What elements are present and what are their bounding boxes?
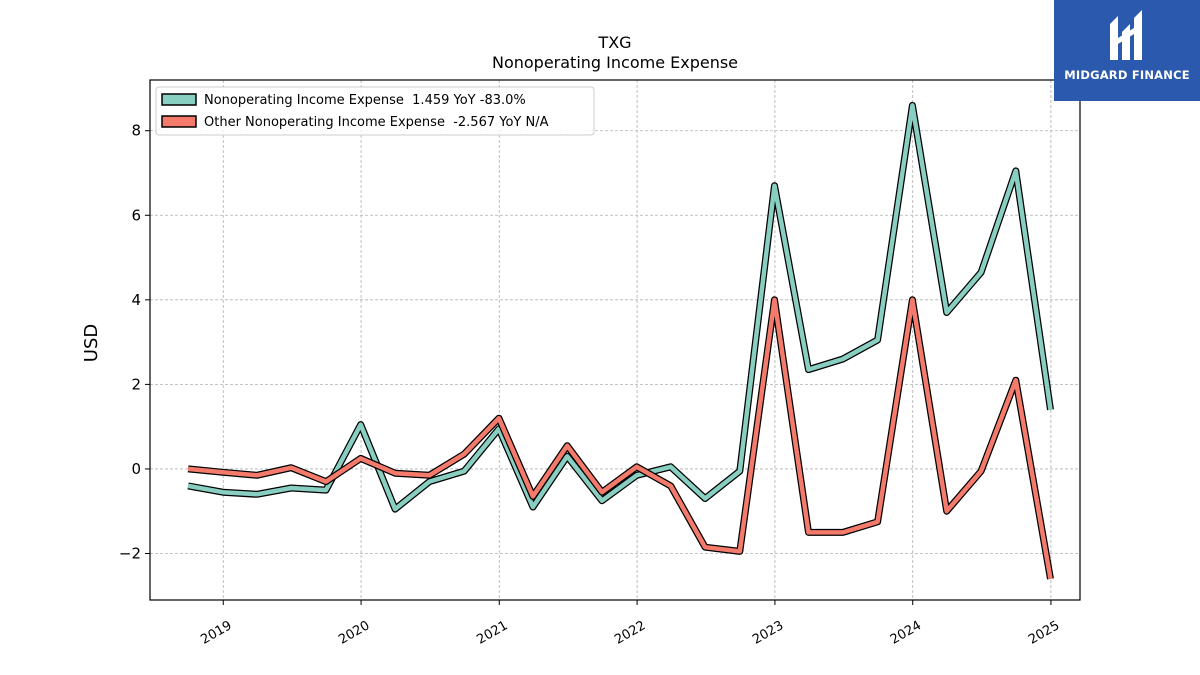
brand-logo: MIDGARD FINANCE [1054,0,1200,101]
x-tick-label: 2021 [474,618,510,648]
y-tick-label: 2 [131,375,141,393]
logo-text: MIDGARD FINANCE [1064,68,1190,82]
y-tick-label: 0 [131,460,141,478]
y-tick-label: 4 [131,291,141,309]
chart-subtitle: Nonoperating Income Expense [492,53,738,72]
series-line-1 [187,297,1053,580]
y-tick-label: −2 [119,544,141,562]
x-tick-label: 2024 [888,618,924,648]
y-axis-label: USD [81,324,102,362]
plot-frame [149,79,1081,601]
legend-swatch-nonoperating [161,93,197,106]
legend-swatch-other-nonoperating [161,115,197,128]
legend-box [155,86,595,136]
legend-label-nonoperating: Nonoperating Income Expense 1.459 YoY -8… [204,93,526,108]
x-tick-label: 2022 [612,618,648,648]
grid [150,80,1080,600]
x-tick-label: 2025 [1026,618,1062,648]
x-tick-label: 2019 [198,618,234,648]
y-tick-label: 8 [131,122,141,140]
series-lines [187,101,1054,580]
x-tick-label: 2020 [336,618,372,648]
y-tick-label: 6 [131,206,141,224]
x-tick-label: 2023 [750,618,786,648]
chart-title: TXG [597,33,631,52]
midgard-logo-icon [1110,10,1142,60]
legend-label-other-nonoperating: Other Nonoperating Income Expense -2.567… [204,115,549,130]
series-line-0 [187,103,1053,512]
legend: Nonoperating Income Expense 1.459 YoY -8… [155,86,595,136]
